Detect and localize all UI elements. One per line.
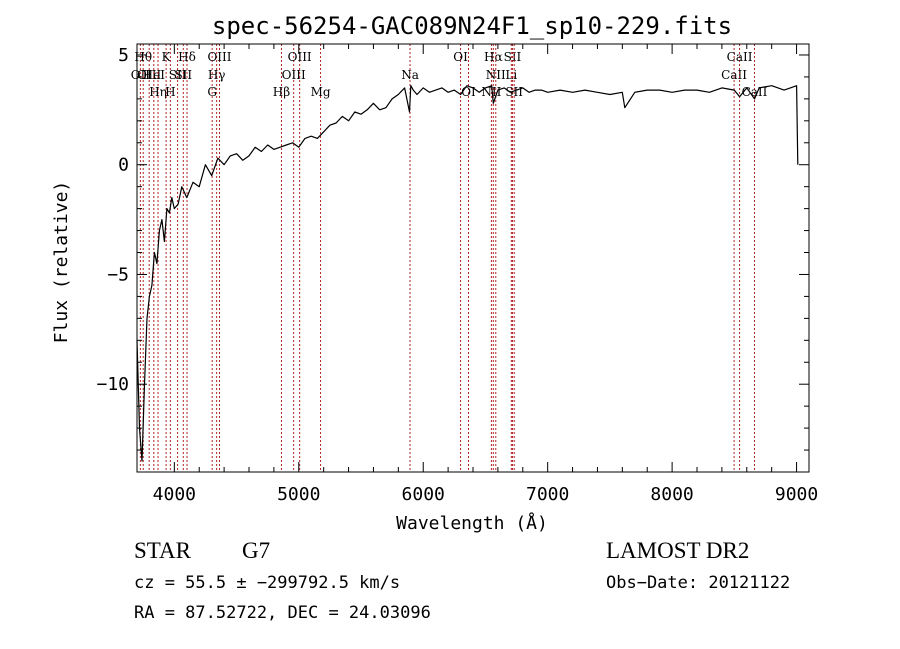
line-marker-label: G [207,85,217,99]
y-axis-label: Flux (relative) [51,181,72,344]
line-marker-label: H [165,85,175,99]
line-marker-label: CaII [727,50,753,64]
y-axis: 5 0 −5 −10 [96,45,809,451]
y-tick-label: −5 [107,264,129,285]
redshift-cz: cz = 55.5 ± −299792.5 km/s [134,573,401,593]
x-axis-label: Wavelength (Å) [396,512,548,534]
line-marker-label: OII [131,68,151,82]
x-tick-label: 9000 [775,484,818,505]
line-marker-label: SII [504,50,522,64]
y-tick-label: 5 [118,45,129,66]
survey-label: LAMOST DR2 [606,538,750,563]
line-marker-label: SII [505,85,523,99]
line-marker-label: CaII [742,85,768,99]
line-marker-label: Hθ [134,50,152,64]
x-tick-label: 5000 [277,484,320,505]
line-marker-label: SII [169,68,187,82]
spectrum-line [136,85,799,462]
spectrum-series [136,85,799,462]
line-marker-label: OIII [207,50,231,64]
y-tick-label: −10 [96,374,129,395]
line-marker-label: Hη [149,85,167,99]
x-tick-label: 4000 [153,484,196,505]
line-marker-label: OI [453,50,468,64]
chart-title: spec-56254-GAC089N24F1_sp10-229.fits [212,12,732,40]
line-marker-label: Li [505,68,517,82]
ra-dec-coordinates: RA = 87.52722, DEC = 24.03096 [134,603,431,623]
line-marker-label: HeI [143,68,166,82]
line-marker-label: Na [401,68,419,82]
line-marker-label: Mg [311,85,331,99]
x-tick-label: 8000 [650,484,693,505]
line-marker-label: OIII [288,50,312,64]
x-tick-label: 7000 [526,484,569,505]
line-marker-label: Hβ [273,85,290,99]
line-marker-label: OIII [282,68,306,82]
line-marker-label: Hγ [208,68,226,82]
x-tick-label: 6000 [402,484,445,505]
x-axis: 4000 5000 6000 7000 8000 9000 [153,44,818,505]
line-marker-label: CaII [721,68,747,82]
plot-frame [136,43,810,473]
line-marker-label: SII [174,68,192,82]
observation-date: Obs−Date: 20121122 [606,573,791,593]
object-subclass: G7 [242,538,271,563]
y-tick-label: 0 [118,155,129,176]
line-marker-label: NII [486,68,506,82]
line-markers: OIIHθOIIIHeIHηKHSIISIIHδGHγOIIIHβOIIIOII… [131,44,768,472]
object-class: STAR [134,538,191,563]
line-marker-label: Hδ [178,50,196,64]
line-marker-label: Hα [484,50,503,64]
line-marker-label: OI [461,85,476,99]
line-marker-label: K [162,50,172,64]
line-marker-label: OIII [137,68,161,82]
